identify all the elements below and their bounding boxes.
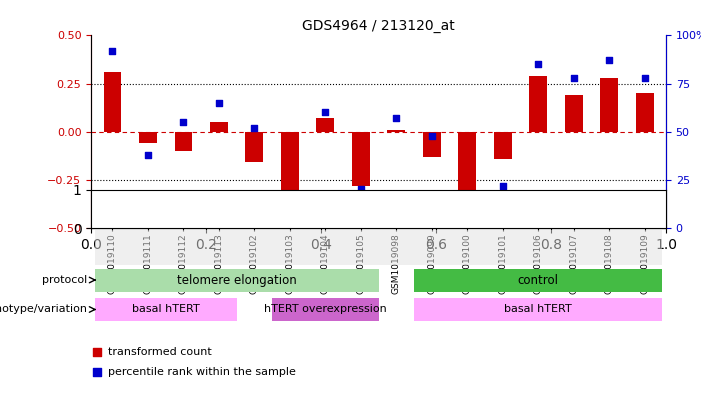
Point — [178, 119, 189, 125]
Bar — [423, 132, 441, 157]
Point — [355, 186, 367, 193]
Bar — [245, 132, 263, 162]
Bar — [600, 78, 618, 132]
Bar — [485, 230, 520, 265]
Bar — [494, 132, 512, 159]
Point — [426, 55, 437, 61]
Bar — [556, 230, 592, 265]
Bar — [175, 132, 192, 151]
Point — [462, 215, 473, 221]
Point — [533, 61, 544, 67]
Point — [249, 125, 260, 131]
Text: telomere elongation: telomere elongation — [177, 274, 297, 286]
Point — [639, 75, 651, 81]
Bar — [343, 230, 379, 265]
Bar — [414, 230, 449, 265]
Bar — [449, 230, 485, 265]
Bar — [520, 230, 556, 265]
Text: percentile rank within the sample: percentile rank within the sample — [109, 367, 297, 377]
Point — [142, 152, 154, 158]
Text: basal hTERT: basal hTERT — [132, 305, 200, 314]
Point — [213, 99, 224, 106]
Text: protocol: protocol — [42, 275, 88, 285]
Point — [604, 57, 615, 64]
Title: GDS4964 / 213120_at: GDS4964 / 213120_at — [302, 19, 455, 33]
Bar — [316, 118, 334, 132]
Text: hTERT overexpression: hTERT overexpression — [264, 305, 387, 314]
Bar — [352, 132, 369, 185]
Bar — [201, 230, 237, 265]
Bar — [237, 230, 272, 265]
Bar — [636, 93, 653, 132]
Bar — [529, 76, 547, 132]
Point — [568, 75, 579, 81]
Bar — [565, 95, 583, 132]
Bar — [272, 230, 308, 265]
Point — [426, 241, 437, 247]
Point — [390, 115, 402, 121]
Bar — [165, 230, 201, 265]
Bar — [210, 122, 228, 132]
Bar — [414, 268, 662, 292]
Bar — [130, 230, 165, 265]
Bar — [272, 298, 379, 321]
Bar — [414, 298, 662, 321]
Point — [107, 48, 118, 54]
Text: basal hTERT: basal hTERT — [504, 305, 572, 314]
Point — [320, 109, 331, 116]
Bar — [388, 130, 405, 132]
Bar — [104, 72, 121, 132]
Bar — [308, 230, 343, 265]
Text: genotype/variation: genotype/variation — [0, 305, 88, 314]
Point — [284, 206, 295, 212]
Bar — [379, 230, 414, 265]
Bar — [95, 230, 130, 265]
Bar — [627, 230, 662, 265]
Bar — [281, 132, 299, 217]
Bar — [95, 298, 237, 321]
Text: transformed count: transformed count — [109, 347, 212, 357]
Bar — [95, 268, 379, 292]
Point — [426, 132, 437, 139]
Bar — [592, 230, 627, 265]
Text: control: control — [518, 274, 559, 286]
Point — [497, 182, 508, 189]
Bar — [458, 132, 476, 205]
Bar — [139, 132, 157, 143]
